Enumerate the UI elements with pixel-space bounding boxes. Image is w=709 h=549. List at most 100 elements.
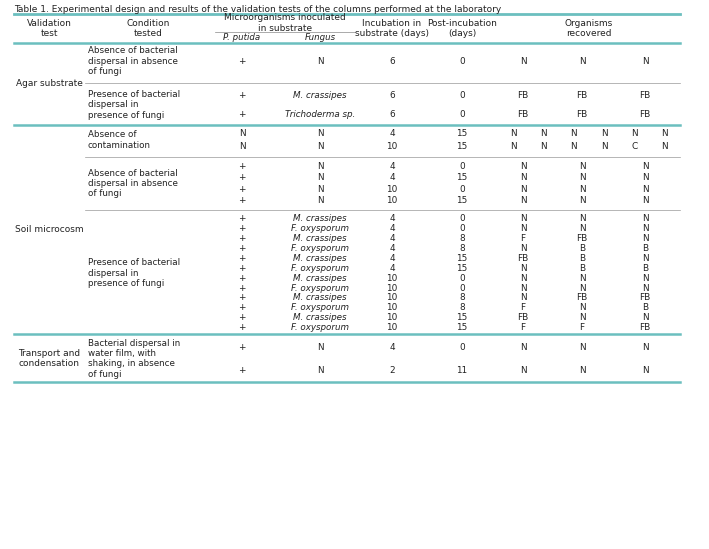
Text: 4: 4 [389,214,395,223]
Text: +: + [238,294,246,302]
Text: +: + [238,162,246,171]
Text: N: N [579,184,586,194]
Text: FB: FB [576,110,588,119]
Text: N: N [520,283,526,293]
Text: +: + [238,283,246,293]
Text: +: + [238,323,246,332]
Text: 0: 0 [459,273,465,283]
Text: B: B [579,264,585,273]
Text: N: N [520,343,526,352]
Text: Trichoderma sp.: Trichoderma sp. [285,110,355,119]
Text: N: N [510,142,516,152]
Text: N: N [579,283,586,293]
Text: 10: 10 [386,196,398,205]
Text: N: N [579,273,586,283]
Text: N: N [579,162,586,171]
Text: 6: 6 [389,110,395,119]
Text: N: N [579,57,586,66]
Text: 4: 4 [389,244,395,253]
Text: N: N [317,57,323,66]
Text: 6: 6 [389,91,395,100]
Text: +: + [238,214,246,223]
Text: N: N [520,244,526,253]
Text: +: + [238,366,246,374]
Text: N: N [601,142,608,152]
Text: N: N [317,366,323,374]
Text: N: N [642,366,648,374]
Text: N: N [239,128,245,138]
Text: 15: 15 [457,173,468,182]
Text: FB: FB [640,323,651,332]
Text: Transport and
condensation: Transport and condensation [18,349,80,368]
Text: N: N [317,162,323,171]
Text: FB: FB [518,110,529,119]
Text: N: N [540,128,547,138]
Text: 15: 15 [457,323,468,332]
Text: N: N [601,128,608,138]
Text: 4: 4 [389,162,395,171]
Text: 4: 4 [389,343,395,352]
Text: N: N [520,57,526,66]
Text: 8: 8 [459,234,465,243]
Text: Soil microcosm: Soil microcosm [15,225,84,234]
Text: 4: 4 [389,264,395,273]
Text: 11: 11 [457,366,468,374]
Text: FB: FB [518,91,529,100]
Text: 0: 0 [459,224,465,233]
Text: N: N [661,142,668,152]
Text: Agar substrate: Agar substrate [16,79,82,88]
Text: N: N [520,264,526,273]
Text: N: N [642,283,648,293]
Text: Validation
test: Validation test [26,19,72,38]
Text: FB: FB [640,110,651,119]
Text: FB: FB [640,294,651,302]
Text: N: N [520,184,526,194]
Text: B: B [579,244,585,253]
Text: N: N [642,313,648,322]
Text: F. oxysporum: F. oxysporum [291,323,349,332]
Text: 10: 10 [386,294,398,302]
Text: 6: 6 [389,57,395,66]
Text: B: B [579,254,585,262]
Text: N: N [642,196,648,205]
Text: FB: FB [640,91,651,100]
Text: N: N [642,214,648,223]
Text: Incubation in
substrate (days): Incubation in substrate (days) [355,19,429,38]
Text: +: + [238,57,246,66]
Text: M. crassipes: M. crassipes [294,234,347,243]
Text: 8: 8 [459,294,465,302]
Text: N: N [540,142,547,152]
Text: F. oxysporum: F. oxysporum [291,283,349,293]
Text: 10: 10 [386,304,398,312]
Text: N: N [642,57,648,66]
Text: 15: 15 [457,264,468,273]
Text: +: + [238,254,246,262]
Text: N: N [571,128,577,138]
Text: Table 1. Experimental design and results of the validation tests of the columns : Table 1. Experimental design and results… [14,5,501,14]
Text: N: N [579,224,586,233]
Text: F. oxysporum: F. oxysporum [291,224,349,233]
Text: 8: 8 [459,244,465,253]
Text: 4: 4 [389,234,395,243]
Text: 0: 0 [459,110,465,119]
Text: Absence of bacterial
dispersal in absence
of fungi: Absence of bacterial dispersal in absenc… [88,47,178,76]
Text: Post-incubation
(days): Post-incubation (days) [427,19,497,38]
Text: FB: FB [576,91,588,100]
Text: N: N [642,173,648,182]
Text: N: N [317,128,323,138]
Text: F: F [520,234,525,243]
Text: N: N [642,224,648,233]
Text: 4: 4 [389,254,395,262]
Text: FB: FB [576,234,588,243]
Text: N: N [579,196,586,205]
Text: +: + [238,196,246,205]
Text: C: C [632,142,637,152]
Text: N: N [520,294,526,302]
Text: N: N [579,366,586,374]
Text: N: N [520,273,526,283]
Text: 4: 4 [389,224,395,233]
Text: B: B [642,304,648,312]
Text: +: + [238,343,246,352]
Text: +: + [238,313,246,322]
Text: F: F [579,323,584,332]
